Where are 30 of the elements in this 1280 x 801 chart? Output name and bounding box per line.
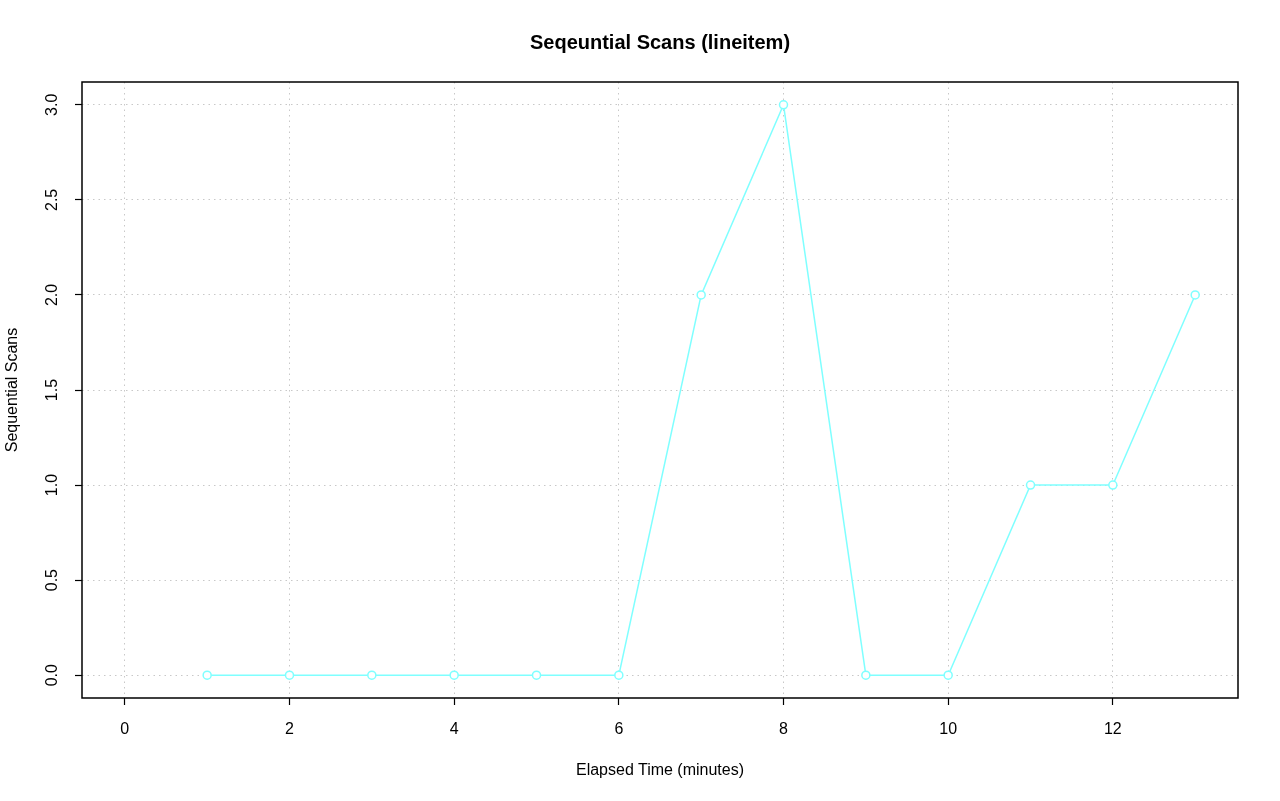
point — [367, 670, 377, 680]
point — [284, 670, 295, 680]
point — [202, 670, 212, 680]
x-axis-title: Elapsed Time (minutes) — [575, 760, 745, 778]
y-tick-label: 2.0 — [43, 283, 61, 307]
y-tick-label: 0.5 — [43, 568, 61, 592]
point — [1190, 290, 1200, 300]
x-tick-label: 4 — [449, 720, 459, 738]
x-tick-label: 12 — [1103, 720, 1122, 738]
point — [1108, 480, 1118, 490]
point — [861, 670, 871, 680]
point — [531, 670, 542, 680]
x-tick-label: 0 — [120, 720, 130, 738]
chart-title: Seqeuntial Scans (lineitem) — [529, 30, 791, 53]
point — [943, 670, 953, 680]
point — [696, 290, 706, 300]
y-tick-label: 1.5 — [43, 378, 61, 402]
y-tick-label: 3.0 — [43, 93, 61, 116]
y-tick-label: 1.0 — [43, 473, 61, 497]
point — [778, 100, 789, 110]
x-tick-label: 10 — [939, 720, 958, 738]
point — [614, 670, 624, 680]
x-tick-label: 2 — [285, 720, 295, 738]
x-tick-label: 8 — [779, 720, 789, 738]
point — [449, 670, 459, 680]
y-axis-title: Sequential Scans — [3, 327, 21, 453]
y-tick-label: 2.5 — [43, 188, 61, 211]
x-tick-label: 6 — [614, 720, 624, 738]
point — [1025, 480, 1036, 490]
y-tick-label: 0.0 — [43, 663, 61, 687]
